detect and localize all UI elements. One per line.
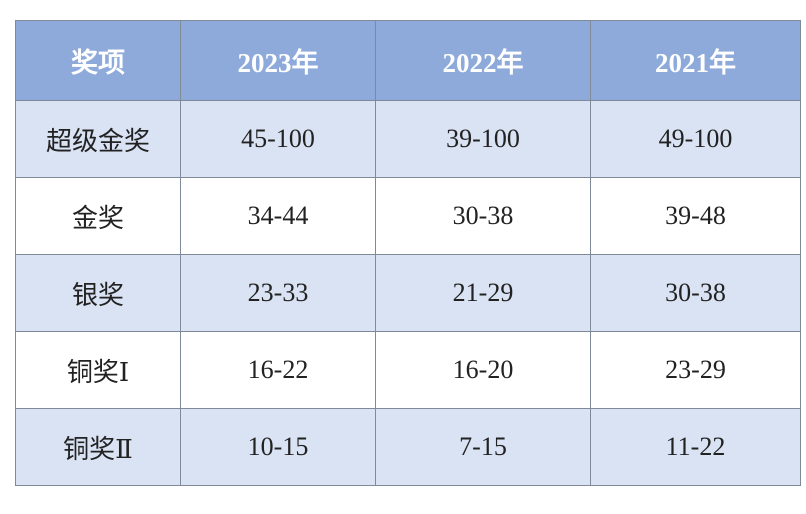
score-range: 11-22 bbox=[590, 408, 801, 486]
score-range: 30-38 bbox=[590, 254, 801, 332]
score-range: 16-22 bbox=[180, 331, 376, 409]
table-row: 铜奖Ⅱ 10-15 7-15 11-22 bbox=[15, 408, 801, 486]
score-range: 7-15 bbox=[375, 408, 591, 486]
header-cell: 2021年 bbox=[590, 20, 801, 101]
header-cell: 奖项 bbox=[15, 20, 181, 101]
award-table: 奖项 2023年 2022年 2021年 超级金奖 45-100 39-100 49-… bbox=[15, 20, 801, 486]
header-row: 奖项 2023年 2022年 2021年 bbox=[15, 20, 801, 101]
score-range: 45-100 bbox=[180, 100, 376, 178]
score-range: 39-48 bbox=[590, 177, 801, 255]
score-range: 23-29 bbox=[590, 331, 801, 409]
header-cell: 2023年 bbox=[180, 20, 376, 101]
row-label: 铜奖Ⅱ bbox=[15, 408, 181, 486]
row-label: 铜奖Ⅰ bbox=[15, 331, 181, 409]
score-range: 16-20 bbox=[375, 331, 591, 409]
table-row: 超级金奖 45-100 39-100 49-100 bbox=[15, 100, 801, 178]
row-label: 银奖 bbox=[15, 254, 181, 332]
table-row: 金奖 34-44 30-38 39-48 bbox=[15, 177, 801, 255]
row-label: 金奖 bbox=[15, 177, 181, 255]
table-row: 铜奖Ⅰ 16-22 16-20 23-29 bbox=[15, 331, 801, 409]
score-range: 30-38 bbox=[375, 177, 591, 255]
score-range: 34-44 bbox=[180, 177, 376, 255]
row-label: 超级金奖 bbox=[15, 100, 181, 178]
header-cell: 2022年 bbox=[375, 20, 591, 101]
table-row: 银奖 23-33 21-29 30-38 bbox=[15, 254, 801, 332]
table-body: 超级金奖 45-100 39-100 49-100 金奖 34-44 30-38 39-48 银… bbox=[15, 100, 801, 486]
score-range: 23-33 bbox=[180, 254, 376, 332]
score-range: 49-100 bbox=[590, 100, 801, 178]
score-range: 39-100 bbox=[375, 100, 591, 178]
score-range: 10-15 bbox=[180, 408, 376, 486]
score-range: 21-29 bbox=[375, 254, 591, 332]
